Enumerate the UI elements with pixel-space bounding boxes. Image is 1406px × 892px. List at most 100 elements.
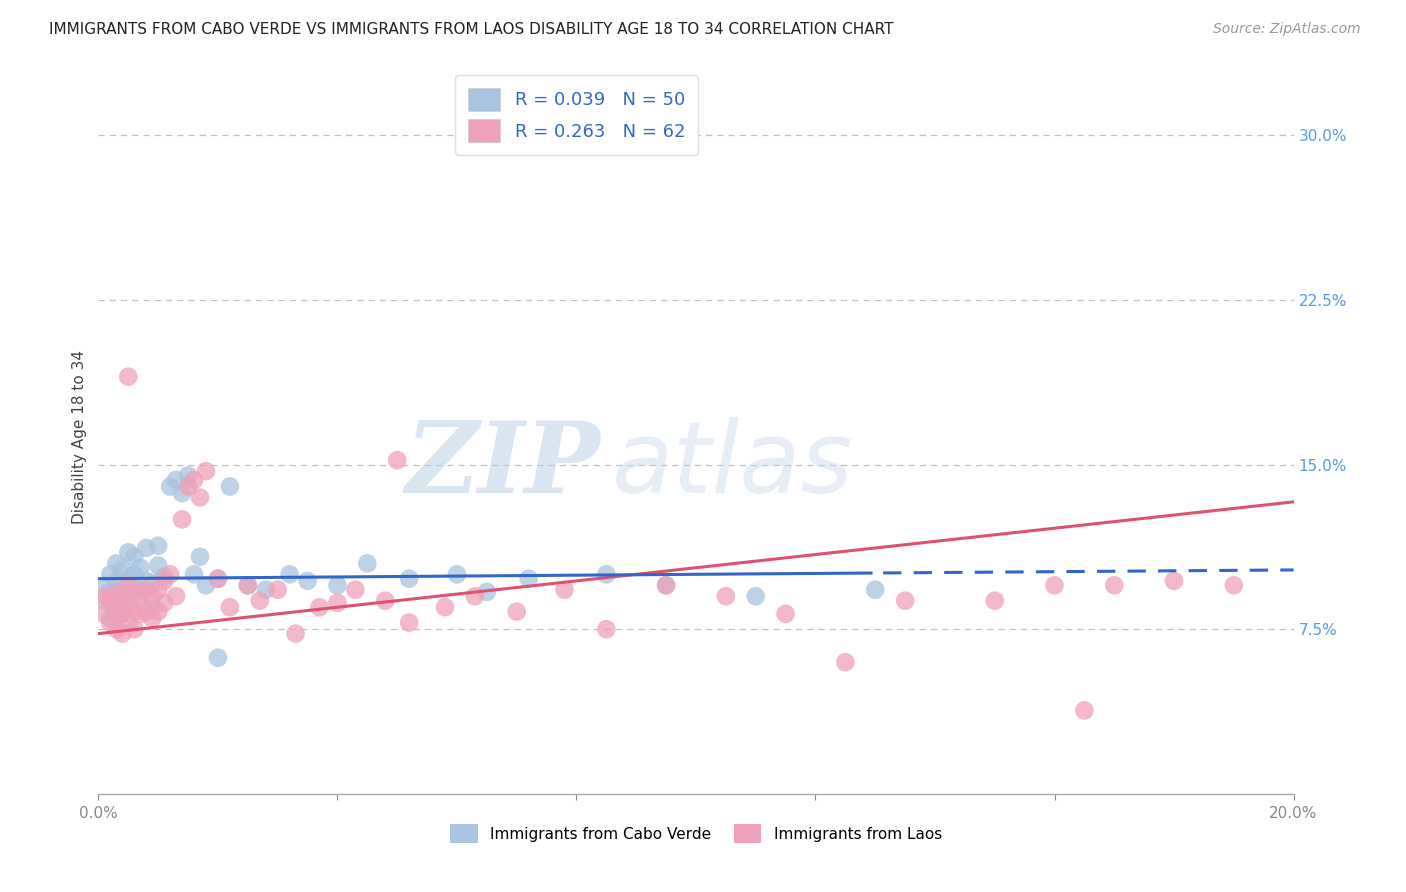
Point <box>93 578 115 592</box>
Point <box>177 479 200 493</box>
Point <box>105 622 128 636</box>
Point <box>135 605 157 619</box>
Point <box>745 589 768 603</box>
Point <box>117 596 139 610</box>
Point <box>93 607 115 621</box>
Point <box>153 574 176 588</box>
Point <box>124 622 146 636</box>
Point <box>236 578 259 592</box>
Point <box>129 589 152 603</box>
Point <box>655 578 678 592</box>
Point <box>297 574 319 588</box>
Point <box>117 578 139 592</box>
Point <box>124 567 146 582</box>
Point <box>344 582 367 597</box>
Point <box>148 539 170 553</box>
Text: IMMIGRANTS FROM CABO VERDE VS IMMIGRANTS FROM LAOS DISABILITY AGE 18 TO 34 CORRE: IMMIGRANTS FROM CABO VERDE VS IMMIGRANTS… <box>49 22 894 37</box>
Point <box>1104 578 1126 592</box>
Point <box>595 622 617 636</box>
Point <box>124 578 146 592</box>
Point <box>135 574 157 588</box>
Point <box>267 582 290 597</box>
Point <box>188 491 211 505</box>
Point <box>148 582 170 597</box>
Point <box>1223 578 1246 592</box>
Point <box>93 593 115 607</box>
Point <box>475 585 498 599</box>
Point <box>195 578 218 592</box>
Point <box>183 567 205 582</box>
Point <box>398 572 420 586</box>
Point <box>159 567 181 582</box>
Y-axis label: Disability Age 18 to 34: Disability Age 18 to 34 <box>72 350 87 524</box>
Point <box>517 572 540 586</box>
Point <box>111 607 134 621</box>
Point <box>124 605 146 619</box>
Point <box>165 589 187 603</box>
Point <box>159 479 181 493</box>
Point <box>183 473 205 487</box>
Point <box>98 593 122 607</box>
Point <box>98 567 122 582</box>
Point <box>141 576 163 591</box>
Point <box>105 574 128 588</box>
Point <box>236 578 259 592</box>
Point <box>105 593 128 607</box>
Point <box>135 582 157 597</box>
Point <box>165 473 187 487</box>
Point <box>172 512 194 526</box>
Point <box>207 572 229 586</box>
Point <box>172 486 194 500</box>
Point <box>385 453 409 467</box>
Point <box>595 567 617 582</box>
Point <box>374 593 396 607</box>
Point <box>177 468 200 483</box>
Point <box>775 607 797 621</box>
Point <box>655 578 678 592</box>
Point <box>894 593 917 607</box>
Point <box>129 560 152 574</box>
Point <box>105 605 128 619</box>
Point <box>98 585 122 599</box>
Point <box>111 607 134 621</box>
Point <box>153 569 176 583</box>
Point <box>117 545 139 559</box>
Point <box>984 593 1007 607</box>
Point <box>834 655 856 669</box>
Point <box>284 626 307 640</box>
Point <box>141 589 163 603</box>
Point <box>254 582 277 597</box>
Point <box>129 607 152 621</box>
Text: atlas: atlas <box>613 417 853 514</box>
Point <box>124 585 146 599</box>
Point <box>111 589 134 603</box>
Point <box>195 464 218 478</box>
Point <box>398 615 420 630</box>
Point <box>554 582 576 597</box>
Point <box>446 567 468 582</box>
Point <box>188 549 211 564</box>
Legend: Immigrants from Cabo Verde, Immigrants from Laos: Immigrants from Cabo Verde, Immigrants f… <box>443 816 949 850</box>
Text: ZIP: ZIP <box>405 417 600 514</box>
Point <box>111 563 134 577</box>
Point <box>111 582 134 597</box>
Point <box>249 593 271 607</box>
Point <box>148 605 170 619</box>
Point <box>207 650 229 665</box>
Point <box>117 369 139 384</box>
Point <box>117 572 139 586</box>
Point <box>356 557 378 571</box>
Point <box>148 558 170 573</box>
Point <box>714 589 737 603</box>
Text: Source: ZipAtlas.com: Source: ZipAtlas.com <box>1213 22 1361 37</box>
Point <box>135 541 157 555</box>
Point <box>93 589 115 603</box>
Point <box>117 596 139 610</box>
Point <box>326 578 349 592</box>
Point <box>865 582 887 597</box>
Point <box>98 615 122 630</box>
Point <box>1163 574 1185 588</box>
Point <box>153 596 176 610</box>
Point <box>111 626 134 640</box>
Point <box>278 567 301 582</box>
